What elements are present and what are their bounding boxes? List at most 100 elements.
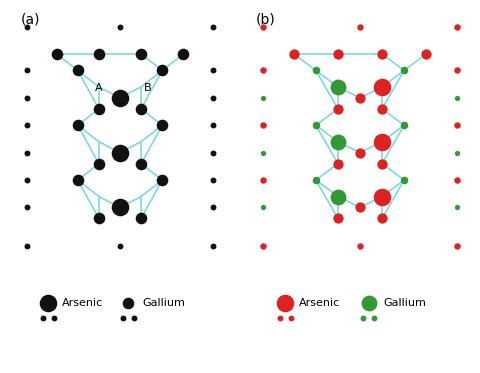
Point	[378, 194, 386, 200]
Point	[312, 177, 320, 183]
Point	[137, 216, 145, 222]
Point	[158, 122, 166, 128]
Point	[50, 316, 58, 322]
Point	[116, 204, 124, 210]
Point	[209, 177, 217, 183]
Text: (b): (b)	[256, 13, 276, 27]
Point	[312, 122, 320, 128]
Point	[312, 68, 320, 73]
Point	[378, 84, 386, 90]
Point	[287, 316, 295, 322]
Point	[276, 316, 284, 322]
Point	[356, 95, 364, 101]
Point	[378, 106, 386, 112]
Point	[23, 122, 31, 128]
Point	[137, 161, 145, 167]
Point	[334, 194, 342, 200]
Point	[334, 161, 342, 167]
Point	[259, 95, 267, 101]
Point	[259, 68, 267, 73]
Point	[116, 150, 124, 156]
Point	[453, 150, 461, 156]
Point	[356, 150, 364, 156]
Point	[158, 177, 166, 183]
Point	[23, 150, 31, 156]
Point	[116, 243, 124, 249]
Point	[23, 243, 31, 249]
Point	[116, 23, 124, 29]
Point	[23, 204, 31, 210]
Point	[137, 106, 145, 112]
Point	[378, 161, 386, 167]
Point	[180, 51, 187, 57]
Point	[334, 106, 342, 112]
Point	[290, 51, 298, 57]
Point	[53, 51, 60, 57]
Point	[209, 243, 217, 249]
Point	[370, 316, 378, 322]
Text: Arsenic: Arsenic	[299, 298, 340, 308]
Point	[74, 68, 82, 73]
Point	[334, 84, 342, 90]
Point	[259, 243, 267, 249]
Point	[400, 68, 408, 73]
Point	[23, 95, 31, 101]
Point	[259, 122, 267, 128]
Point	[158, 68, 166, 73]
Point	[259, 177, 267, 183]
Point	[95, 161, 103, 167]
Point	[259, 23, 267, 29]
Point	[281, 300, 289, 306]
Point	[23, 68, 31, 73]
Point	[453, 243, 461, 249]
Point	[209, 95, 217, 101]
Point	[453, 204, 461, 210]
Point	[44, 300, 52, 306]
Point	[125, 300, 132, 306]
Point	[334, 216, 342, 222]
Text: (a): (a)	[21, 13, 40, 27]
Point	[209, 204, 217, 210]
Point	[95, 106, 103, 112]
Point	[23, 23, 31, 29]
Point	[422, 51, 430, 57]
Point	[74, 122, 82, 128]
Point	[119, 316, 127, 322]
Text: Gallium: Gallium	[383, 298, 426, 308]
Point	[359, 316, 367, 322]
Point	[453, 95, 461, 101]
Point	[365, 300, 372, 306]
Point	[209, 150, 217, 156]
Text: A: A	[95, 83, 103, 93]
Point	[378, 51, 386, 57]
Point	[453, 122, 461, 128]
Text: Arsenic: Arsenic	[62, 298, 103, 308]
Point	[400, 122, 408, 128]
Text: Gallium: Gallium	[142, 298, 185, 308]
Point	[259, 204, 267, 210]
Point	[356, 23, 364, 29]
Point	[209, 23, 217, 29]
Point	[453, 68, 461, 73]
Point	[453, 177, 461, 183]
Point	[356, 204, 364, 210]
Point	[137, 51, 145, 57]
Point	[400, 177, 408, 183]
Point	[334, 51, 342, 57]
Point	[116, 95, 124, 101]
Point	[209, 122, 217, 128]
Point	[95, 216, 103, 222]
Point	[130, 316, 137, 322]
Point	[74, 177, 82, 183]
Text: B: B	[144, 83, 151, 93]
Point	[378, 139, 386, 145]
Point	[95, 51, 103, 57]
Point	[39, 316, 47, 322]
Point	[356, 243, 364, 249]
Point	[209, 68, 217, 73]
Point	[453, 23, 461, 29]
Point	[334, 139, 342, 145]
Point	[378, 216, 386, 222]
Point	[23, 177, 31, 183]
Point	[259, 150, 267, 156]
